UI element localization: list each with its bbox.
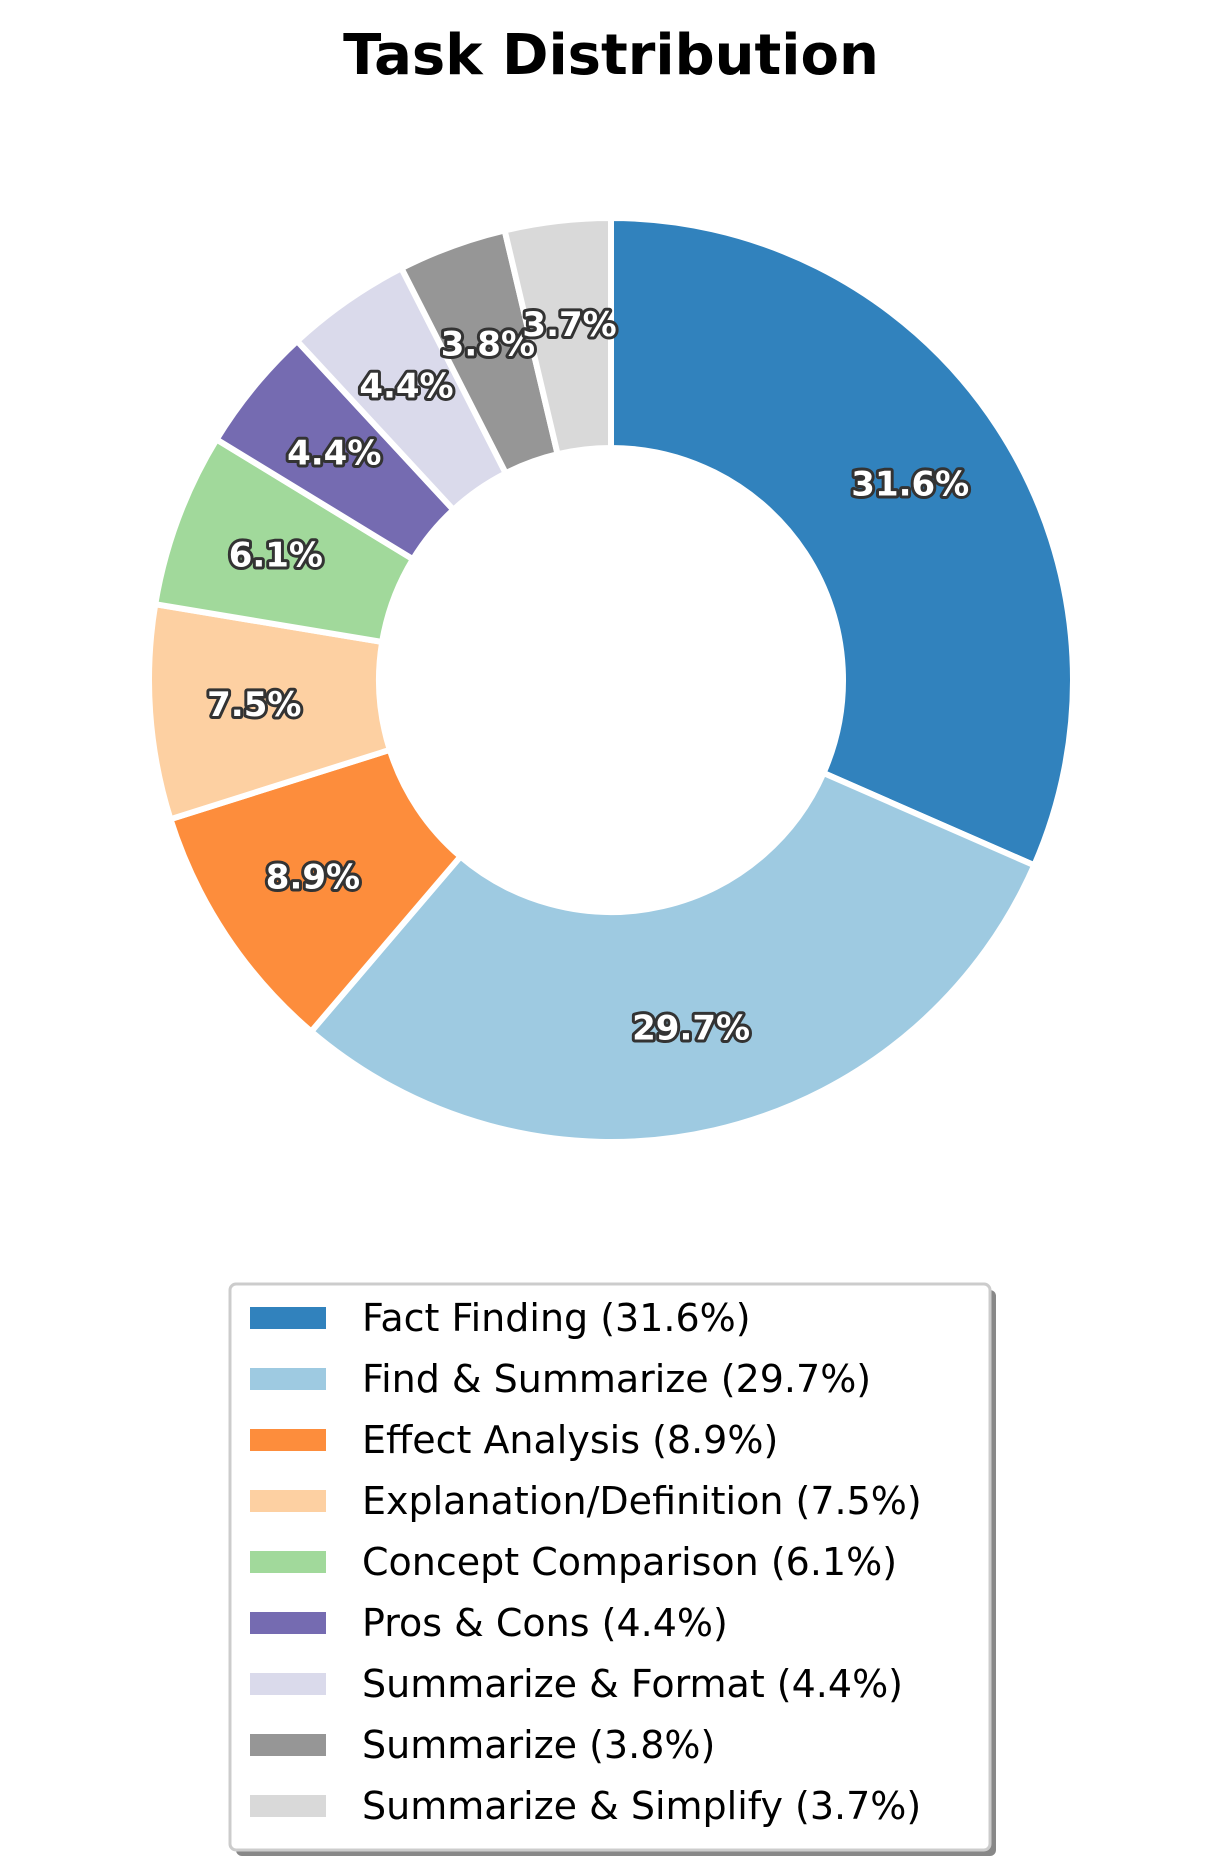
- legend-label-explanation-definition: Explanation/Definition (7.5%): [362, 1479, 922, 1523]
- slice-find-summarize: [308, 770, 1038, 1145]
- legend-frame: [228, 1282, 992, 1852]
- slice-label-effect-analysis: 8.9%: [266, 858, 360, 898]
- legend-label-summarize: Summarize (3.8%): [362, 1723, 715, 1767]
- slice-label-summarize-format: 4.4%: [359, 367, 453, 407]
- legend-label-concept-comparison: Concept Comparison (6.1%): [362, 1540, 897, 1584]
- legend-swatch-summarize-simplify: [250, 1795, 326, 1817]
- chart-title: Task Distribution: [343, 23, 879, 88]
- legend-swatch-explanation-definition: [250, 1490, 326, 1512]
- legend-swatch-summarize-format: [250, 1673, 326, 1695]
- legend-label-fact-finding: Fact Finding (31.6%): [362, 1296, 751, 1340]
- slice-label-explanation-definition: 7.5%: [207, 685, 301, 725]
- slice-label-pros-cons: 4.4%: [287, 434, 381, 474]
- legend-label-effect-analysis: Effect Analysis (8.9%): [362, 1418, 778, 1462]
- slice-fact-finding: [608, 215, 1076, 869]
- legend-label-summarize-format: Summarize & Format (4.4%): [362, 1662, 903, 1706]
- legend-swatch-summarize: [250, 1734, 326, 1756]
- legend-swatch-pros-cons: [250, 1612, 326, 1634]
- legend-swatch-fact-finding: [250, 1307, 326, 1329]
- legend: Fact Finding (31.6%) Find & Summarize (29…: [228, 1282, 996, 1856]
- slice-label-find-summarize: 29.7%: [632, 1008, 750, 1048]
- legend-label-pros-cons: Pros & Cons (4.4%): [362, 1601, 728, 1645]
- slice-label-summarize: 3.8%: [441, 324, 535, 364]
- legend-label-summarize-simplify: Summarize & Simplify (3.7%): [362, 1784, 921, 1828]
- legend-swatch-effect-analysis: [250, 1429, 326, 1451]
- legend-items: Fact Finding (31.6%) Find & Summarize (29…: [250, 1296, 922, 1828]
- legend-label-find-summarize: Find & Summarize (29.7%): [362, 1357, 871, 1401]
- legend-swatch-find-summarize: [250, 1368, 326, 1390]
- legend-swatch-concept-comparison: [250, 1551, 326, 1573]
- donut-slices: [146, 215, 1076, 1145]
- slice-labels: 31.6%29.7%8.9%7.5%6.1%4.4%4.4%3.8%3.7%: [204, 302, 972, 1052]
- slice-label-fact-finding: 31.6%: [851, 464, 969, 504]
- slice-summarize-simplify: [501, 215, 614, 458]
- slice-label-concept-comparison: 6.1%: [229, 535, 323, 575]
- slice-label-summarize-simplify: 3.7%: [522, 305, 616, 345]
